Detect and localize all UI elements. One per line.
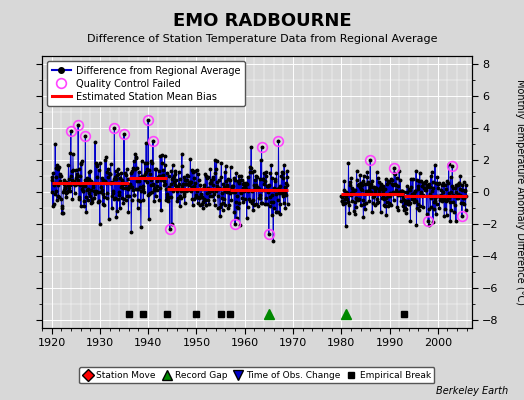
Legend: Station Move, Record Gap, Time of Obs. Change, Empirical Break: Station Move, Record Gap, Time of Obs. C… xyxy=(79,367,434,383)
Y-axis label: Monthly Temperature Anomaly Difference (°C): Monthly Temperature Anomaly Difference (… xyxy=(515,79,524,305)
Text: Difference of Station Temperature Data from Regional Average: Difference of Station Temperature Data f… xyxy=(87,34,437,44)
Text: Berkeley Earth: Berkeley Earth xyxy=(436,386,508,396)
Text: EMO RADBOURNE: EMO RADBOURNE xyxy=(173,12,351,30)
